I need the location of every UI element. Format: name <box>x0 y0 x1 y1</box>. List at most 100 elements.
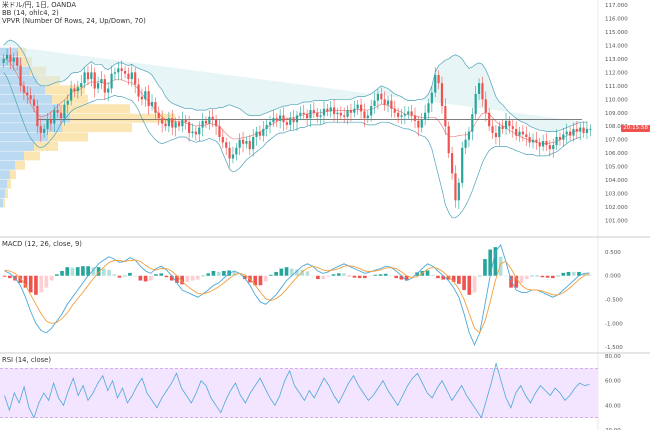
candle-body <box>123 71 127 74</box>
candle-body <box>424 112 427 120</box>
candle-body <box>434 75 437 93</box>
candle-body <box>373 100 376 107</box>
candle-body <box>370 106 373 116</box>
vp-up-bar <box>0 75 38 85</box>
candle-body <box>316 112 319 117</box>
symbol-legend[interactable]: 米ドル/円, 1日, OANDA <box>2 1 76 9</box>
candle-body <box>157 112 160 119</box>
macd-histogram-bar <box>34 275 38 295</box>
candle-body <box>282 115 285 123</box>
vp-up-bar <box>0 170 10 180</box>
candle-body <box>117 68 120 73</box>
macd-histogram-bar <box>23 275 28 288</box>
macd-histogram-bar <box>164 275 169 278</box>
macd-histogram-bar <box>368 275 372 277</box>
macd-histogram-bar <box>352 275 357 278</box>
vp-down-bar <box>34 141 58 151</box>
macd-histogram-bar <box>326 275 331 277</box>
bb-upper-line <box>3 39 587 132</box>
candle-body <box>477 83 481 94</box>
candle-body <box>474 93 477 115</box>
candle-body <box>167 118 170 127</box>
macd-histogram-bar <box>237 275 242 277</box>
candle-body <box>558 137 562 140</box>
candle-body <box>589 128 592 130</box>
rsi-pane <box>0 361 598 419</box>
vpvr-legend[interactable]: VPVR (Number Of Rows, 24, Up/Down, 70) <box>2 17 146 25</box>
candle-body <box>137 84 140 97</box>
candle-body <box>279 115 282 121</box>
candle-body <box>403 114 406 116</box>
macd-histogram-bar <box>587 274 592 276</box>
vp-down-bar <box>45 85 85 95</box>
y-tick-label: 113.000 <box>605 57 628 63</box>
candle-body <box>518 131 521 136</box>
y-tick-label: 116.000 <box>605 16 628 22</box>
macd-histogram-bar <box>101 268 106 276</box>
candle-body <box>211 116 214 120</box>
candle-body <box>177 122 181 127</box>
candle-body <box>248 141 251 150</box>
price-axes: 117.000 116.000 115.000 114.000 113.000 112.0… <box>605 3 628 430</box>
macd-histogram-bar <box>472 275 477 293</box>
macd-histogram-bar <box>117 275 122 278</box>
y-tick-label: 106.000 <box>605 151 628 157</box>
macd-histogram-bar <box>462 275 466 291</box>
y-tick-label: 0.500 <box>605 250 621 256</box>
rsi-legend[interactable]: RSI (14, close) <box>2 356 51 364</box>
macd-histogram-bar <box>253 275 258 286</box>
candle-body <box>393 108 396 113</box>
macd-histogram-bar <box>206 273 211 276</box>
macd-histogram-bar <box>185 275 190 282</box>
candle-body <box>349 110 353 113</box>
candle-body <box>285 122 288 125</box>
macd-histogram-bar <box>138 275 143 281</box>
candle-body <box>336 112 339 115</box>
macd-histogram-bar <box>488 249 493 276</box>
candle-body <box>66 100 69 105</box>
vp-up-bar <box>0 104 60 114</box>
candle-body <box>53 110 56 124</box>
macd-pane <box>2 243 592 347</box>
vp-down-bar <box>7 179 11 189</box>
candle-body <box>481 83 484 100</box>
candle-body <box>565 131 568 135</box>
macd-histogram-bar <box>18 275 23 283</box>
candle-body <box>329 107 332 112</box>
macd-histogram-bar <box>430 274 435 276</box>
candle-body <box>231 154 235 159</box>
candle-body <box>272 118 275 123</box>
macd-histogram-bar <box>284 267 289 276</box>
candle-body <box>268 122 272 125</box>
macd-histogram-bar <box>310 275 315 277</box>
y-tick-label: 109.000 <box>605 111 628 117</box>
candle-body <box>413 115 417 121</box>
candle-body <box>521 131 524 135</box>
candle-body <box>504 120 508 129</box>
vp-down-bar <box>3 198 5 208</box>
macd-histogram-bar <box>107 270 111 276</box>
macd-histogram-bar <box>524 275 529 280</box>
vp-down-bar <box>52 94 88 104</box>
macd-legend[interactable]: MACD (12, 26, close, 9) <box>2 240 82 248</box>
candle-body <box>150 101 154 107</box>
candle-body <box>339 112 342 116</box>
macd-histogram-bar <box>389 275 393 276</box>
bb-legend[interactable]: BB (14, ohlc4, 2) <box>2 9 59 17</box>
macd-histogram-bar <box>201 275 205 277</box>
candle-body <box>461 147 464 183</box>
candle-body <box>400 115 403 117</box>
candle-body <box>447 126 450 154</box>
macd-histogram-bar <box>112 274 117 276</box>
y-tick-label: 107.000 <box>605 138 628 144</box>
candle-body <box>208 116 211 124</box>
macd-histogram-bar <box>190 275 195 281</box>
candle-body <box>491 126 494 133</box>
macd-histogram-bar <box>493 247 498 276</box>
macd-histogram-bar <box>551 275 555 279</box>
candle-body <box>198 127 201 135</box>
macd-histogram-bar <box>232 271 237 276</box>
y-tick-label: 102.000 <box>605 205 628 211</box>
macd-histogram-bar <box>91 267 96 276</box>
